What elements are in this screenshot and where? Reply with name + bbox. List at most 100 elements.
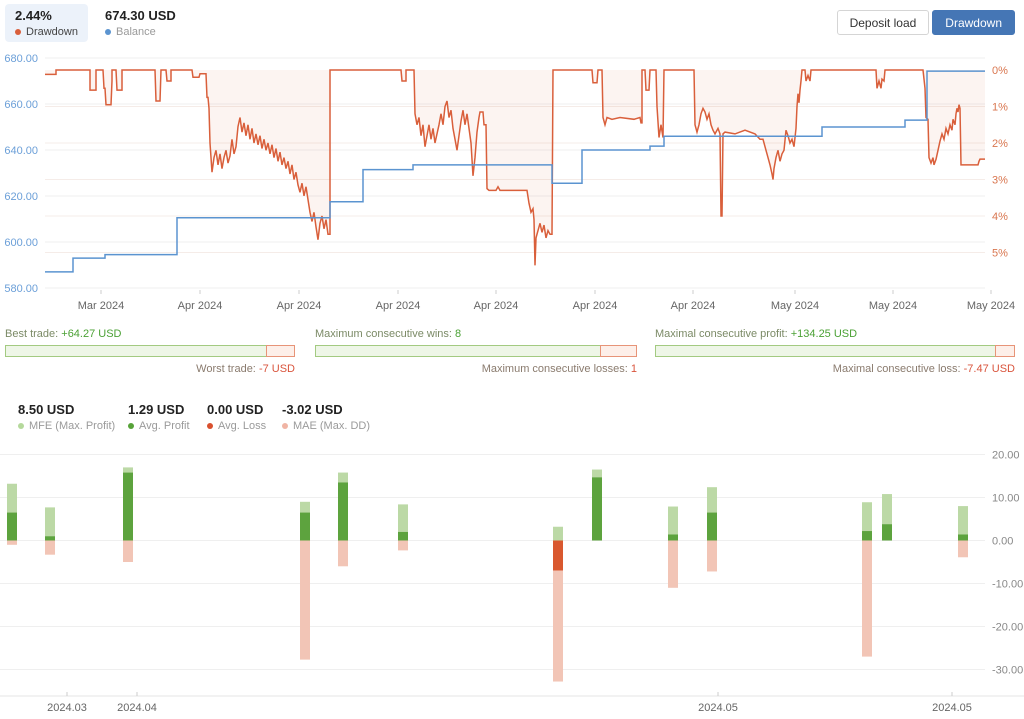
- x-axis-tick: 2024.05: [698, 702, 738, 714]
- x-axis-tick: Apr 2024: [474, 300, 519, 312]
- avg-profit-dot-icon: [128, 423, 134, 429]
- left-axis-tick: 600.00: [4, 237, 38, 249]
- deposit-load-button[interactable]: Deposit load: [836, 10, 930, 35]
- balance-dot-icon: [105, 29, 111, 35]
- balance-legend: Balance: [105, 26, 176, 38]
- profit-bar-segment: [592, 477, 602, 541]
- avg-profit-label: Avg. Profit: [139, 420, 190, 432]
- mfe-bar-segment: [300, 501, 310, 513]
- profit-bar-segment: [668, 534, 678, 541]
- mae-bar-segment: [707, 540, 717, 572]
- loss-bar-segment: [553, 540, 563, 571]
- profit-bar-segment: [45, 536, 55, 541]
- mfe-bar-segment: [338, 472, 348, 483]
- wins-losses-bar: [315, 345, 637, 357]
- best-trade-label: Best trade: +64.27 USD: [5, 328, 122, 340]
- right-axis-tick: 4%: [992, 211, 1008, 223]
- profit-loss-bar: [655, 345, 1015, 357]
- drawdown-fill: [45, 70, 985, 266]
- mfe-bar-segment: [862, 502, 872, 532]
- mae-bar-segment: [45, 540, 55, 555]
- mae-bar-segment: [553, 570, 563, 682]
- consecutive-profit-stat: Maximal consecutive profit: +134.25 USD …: [655, 328, 1015, 375]
- profit-bar-segment: [300, 512, 310, 541]
- profit-bar-segment: [123, 472, 133, 541]
- x-axis-tick: Apr 2024: [573, 300, 618, 312]
- right-axis-tick: 0%: [992, 65, 1008, 77]
- profit-bar-segment: [862, 531, 872, 541]
- negative-segment: [994, 345, 1015, 357]
- left-axis-tick: 660.00: [4, 99, 38, 111]
- profit-bar-segment: [707, 512, 717, 541]
- profit-bar-segment: [7, 512, 17, 541]
- left-axis-tick: 580.00: [4, 283, 38, 295]
- chart-mode-toggle: Deposit load Drawdown: [836, 10, 1015, 35]
- profit-bar-segment: [958, 534, 968, 541]
- avg-profit-value: 1.29 USD: [128, 402, 185, 417]
- best-trade-stat: Best trade: +64.27 USD Worst trade: -7 U…: [5, 328, 295, 375]
- mfe-bar-segment: [45, 507, 55, 537]
- drawdown-legend: Drawdown: [15, 26, 78, 38]
- x-axis-tick: 2024.05: [932, 702, 972, 714]
- mae-label: MAE (Max. DD): [293, 420, 370, 432]
- balance-metric[interactable]: 674.30 USD Balance: [95, 4, 186, 42]
- drawdown-line: [45, 69, 985, 266]
- max-consecutive-losses-label: Maximum consecutive losses: 1: [481, 363, 637, 375]
- x-axis-tick: 2024.04: [117, 702, 157, 714]
- right-axis-tick: 2%: [992, 138, 1008, 150]
- mae-bar-segment: [398, 540, 408, 551]
- drawdown-button[interactable]: Drawdown: [932, 10, 1015, 35]
- profit-bar-segment: [882, 524, 892, 541]
- left-axis-tick: 680.00: [4, 53, 38, 65]
- mae-dot-icon: [282, 423, 288, 429]
- right-axis-tick: 5%: [992, 248, 1008, 260]
- right-axis-tick: -20.00: [992, 622, 1023, 634]
- drawdown-metric[interactable]: 2.44% Drawdown: [5, 4, 88, 42]
- right-axis-tick: 3%: [992, 175, 1008, 187]
- drawdown-value: 2.44%: [15, 8, 52, 23]
- mae-bar-segment: [668, 540, 678, 588]
- max-consecutive-loss-label: Maximal consecutive loss: -7.47 USD: [832, 363, 1015, 375]
- mae-bar-segment: [958, 540, 968, 558]
- right-axis-tick: 10.00: [992, 493, 1020, 505]
- avg-profit-legend-item[interactable]: 1.29 USD Avg. Profit: [128, 402, 190, 432]
- mfe-bar-segment: [668, 506, 678, 535]
- mfe-bar-segment: [707, 487, 717, 513]
- mae-legend-item[interactable]: -3.02 USD MAE (Max. DD): [282, 402, 370, 432]
- mfe-label: MFE (Max. Profit): [29, 420, 116, 432]
- mfe-value: 8.50 USD: [18, 402, 75, 417]
- x-axis-tick: Apr 2024: [178, 300, 223, 312]
- x-axis-tick: Apr 2024: [277, 300, 322, 312]
- mae-bar-segment: [862, 540, 872, 657]
- profit-bar-segment: [338, 482, 348, 541]
- profit-bar-segment: [398, 531, 408, 541]
- mfe-bar-segment: [7, 483, 17, 513]
- negative-segment: [600, 345, 637, 357]
- avg-loss-dot-icon: [207, 423, 213, 429]
- balance-line: [45, 70, 985, 273]
- x-axis-tick: Mar 2024: [78, 300, 124, 312]
- x-axis-tick: May 2024: [869, 300, 917, 312]
- mfe-bar-segment: [398, 504, 408, 532]
- left-axis-tick: 620.00: [4, 191, 38, 203]
- balance-drawdown-chart: 680.00 660.00 640.00 620.00 600.00 580.00 0% 1%…: [4, 53, 1015, 312]
- right-axis-tick: 0.00: [992, 536, 1013, 548]
- avg-loss-label: Avg. Loss: [218, 420, 267, 432]
- max-consecutive-wins-label: Maximum consecutive wins: 8: [315, 328, 462, 340]
- mfe-bar-segment: [882, 494, 892, 525]
- right-axis-tick: 20.00: [992, 450, 1020, 462]
- mae-bar-segment: [300, 540, 310, 660]
- x-axis-tick: May 2024: [771, 300, 819, 312]
- best-worst-trade-bar: [5, 345, 295, 357]
- drawdown-label: Drawdown: [26, 26, 78, 38]
- mfe-legend-item[interactable]: 8.50 USD MFE (Max. Profit): [18, 402, 115, 432]
- max-consecutive-profit-label: Maximal consecutive profit: +134.25 USD: [655, 328, 858, 340]
- mae-value: -3.02 USD: [282, 402, 343, 417]
- x-axis-tick: Apr 2024: [376, 300, 421, 312]
- mfe-bar-segment: [592, 469, 602, 478]
- mfe-bar-segment: [123, 467, 133, 473]
- right-axis-tick: -10.00: [992, 579, 1023, 591]
- avg-loss-legend-item[interactable]: 0.00 USD Avg. Loss: [207, 402, 266, 432]
- x-axis-tick: 2024.03: [47, 702, 87, 714]
